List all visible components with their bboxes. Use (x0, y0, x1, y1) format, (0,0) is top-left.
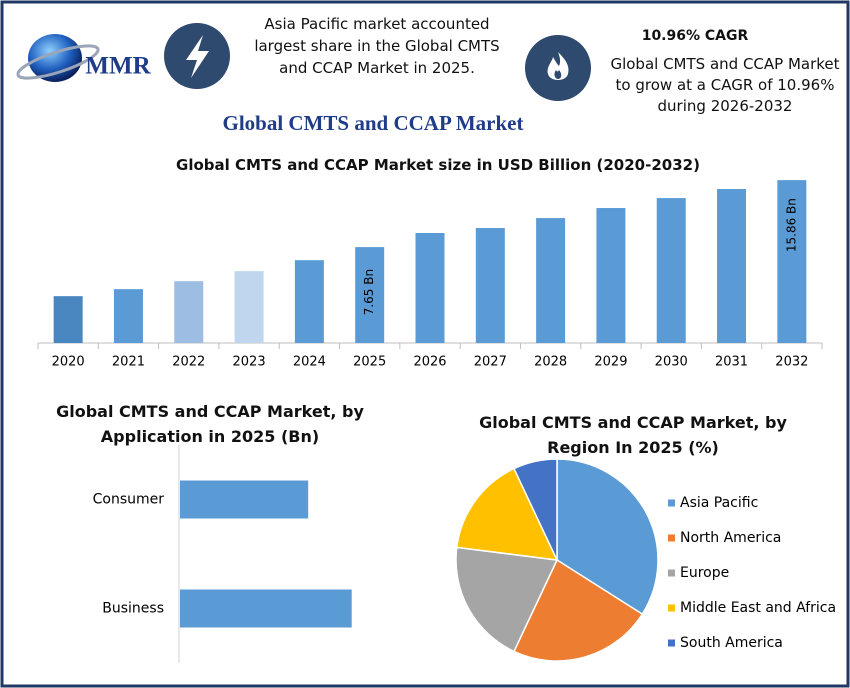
pie-slice (512, 558, 644, 662)
legend-label: Middle East and Africa (680, 600, 836, 616)
legend-marker (668, 534, 675, 542)
bar (415, 232, 445, 343)
cagr-title: 10.96% CAGR (641, 28, 749, 44)
x-tick-label: 2026 (413, 355, 446, 370)
bar (113, 289, 143, 343)
y-tick-label: Consumer (93, 492, 165, 508)
bar (717, 189, 747, 343)
x-tick-label: 2032 (775, 355, 808, 370)
value-label: 15.86 Bn (784, 198, 798, 252)
flame (547, 52, 569, 80)
legend-label: North America (680, 530, 781, 546)
x-tick-label: 2021 (112, 355, 145, 370)
bar (777, 180, 807, 343)
legend-label: South America (680, 635, 783, 651)
bar (180, 480, 309, 519)
x-tick-label: 2025 (353, 355, 386, 370)
x-tick-label: 2020 (52, 355, 85, 370)
logo-text: MMR (85, 53, 151, 80)
bar (475, 228, 505, 343)
legend-marker (668, 569, 675, 577)
bar (234, 271, 264, 343)
bar (180, 589, 352, 628)
legend-label: Europe (680, 565, 729, 581)
legend-label: Asia Pacific (680, 495, 758, 511)
x-tick-label: 2031 (715, 355, 748, 370)
pie-title: Global CMTS and CCAP Market, by Region I… (479, 413, 787, 457)
y-tick-label: Business (102, 601, 164, 617)
bar (656, 198, 686, 343)
x-tick-label: 2027 (474, 355, 507, 370)
x-tick-label: 2030 (655, 355, 688, 370)
x-tick-label: 2028 (534, 355, 567, 370)
bar (53, 296, 83, 343)
main-title: Global CMTS and CCAP Market (222, 111, 523, 135)
value-label: 7.65 Bn (362, 269, 376, 315)
bar-title: Global CMTS and CCAP Market size in USD … (176, 156, 700, 174)
pie-slice (455, 467, 559, 561)
pie-slice (455, 546, 559, 653)
x-tick-label: 2023 (233, 355, 266, 370)
x-tick-label: 2024 (293, 355, 326, 370)
bar (596, 208, 626, 343)
x-tick-label: 2022 (172, 355, 205, 370)
logo-ring (16, 44, 100, 80)
bar (355, 247, 385, 343)
cagr-text: Global CMTS and CCAP Market to grow at a… (610, 55, 840, 115)
hbar-title: Global CMTS and CCAP Market, by Applicat… (56, 402, 364, 446)
bar (536, 218, 566, 343)
legend-marker (668, 499, 675, 507)
pie-slice (512, 458, 558, 561)
x-tick-label: 2029 (594, 355, 627, 370)
bolt (186, 35, 209, 78)
legend-marker (668, 604, 675, 612)
legend-marker (668, 639, 675, 647)
bar (174, 281, 204, 343)
header-note: Asia Pacific market accounted largest sh… (254, 15, 500, 77)
bar (294, 260, 324, 343)
